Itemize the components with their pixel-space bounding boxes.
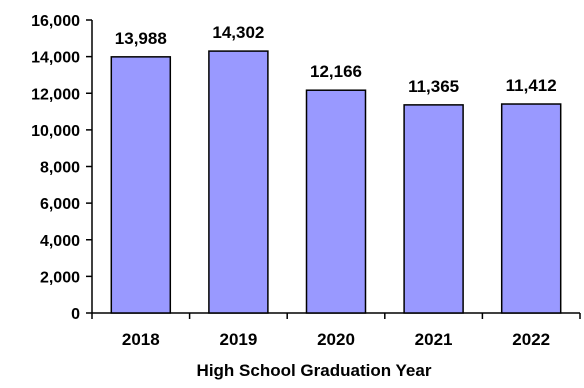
y-tick-label: 2,000 — [40, 269, 80, 286]
x-axis: 2018 2019 2020 2021 2022 — [91, 312, 581, 349]
value-labels: 13,988 14,302 12,166 11,365 11,412 — [115, 23, 557, 96]
y-tick-label: 8,000 — [40, 160, 80, 177]
bar-2020 — [305, 89, 367, 314]
value-label-2022: 11,412 — [506, 76, 557, 95]
bar-2022 — [500, 103, 562, 314]
bar-2021 — [403, 104, 464, 314]
value-label-2018: 13,988 — [115, 29, 167, 48]
bar-2019 — [208, 50, 269, 314]
bars — [110, 50, 562, 314]
y-tick-label: 16,000 — [31, 13, 80, 30]
y-axis: 0 2,000 4,000 6,000 8,000 10,000 12,000 14,000 1… — [31, 13, 93, 323]
y-tick-label: 6,000 — [40, 196, 80, 213]
x-tick-label-2021: 2021 — [415, 330, 453, 349]
y-tick-label: 10,000 — [31, 123, 80, 140]
bar-2018 — [110, 56, 172, 314]
value-label-2020: 12,166 — [310, 62, 362, 81]
x-tick-label-2020: 2020 — [317, 330, 355, 349]
value-label-2019: 14,302 — [212, 23, 264, 42]
y-tick-label: 4,000 — [40, 233, 80, 250]
x-axis-title: High School Graduation Year — [197, 361, 432, 380]
value-label-2021: 11,365 — [408, 77, 459, 96]
y-tick-label: 12,000 — [31, 86, 80, 103]
y-tick-label: 14,000 — [31, 50, 80, 67]
x-tick-label-2018: 2018 — [122, 330, 160, 349]
x-tick-label-2022: 2022 — [512, 330, 550, 349]
x-tick-label-2019: 2019 — [219, 330, 257, 349]
y-tick-label: 0 — [71, 306, 80, 323]
